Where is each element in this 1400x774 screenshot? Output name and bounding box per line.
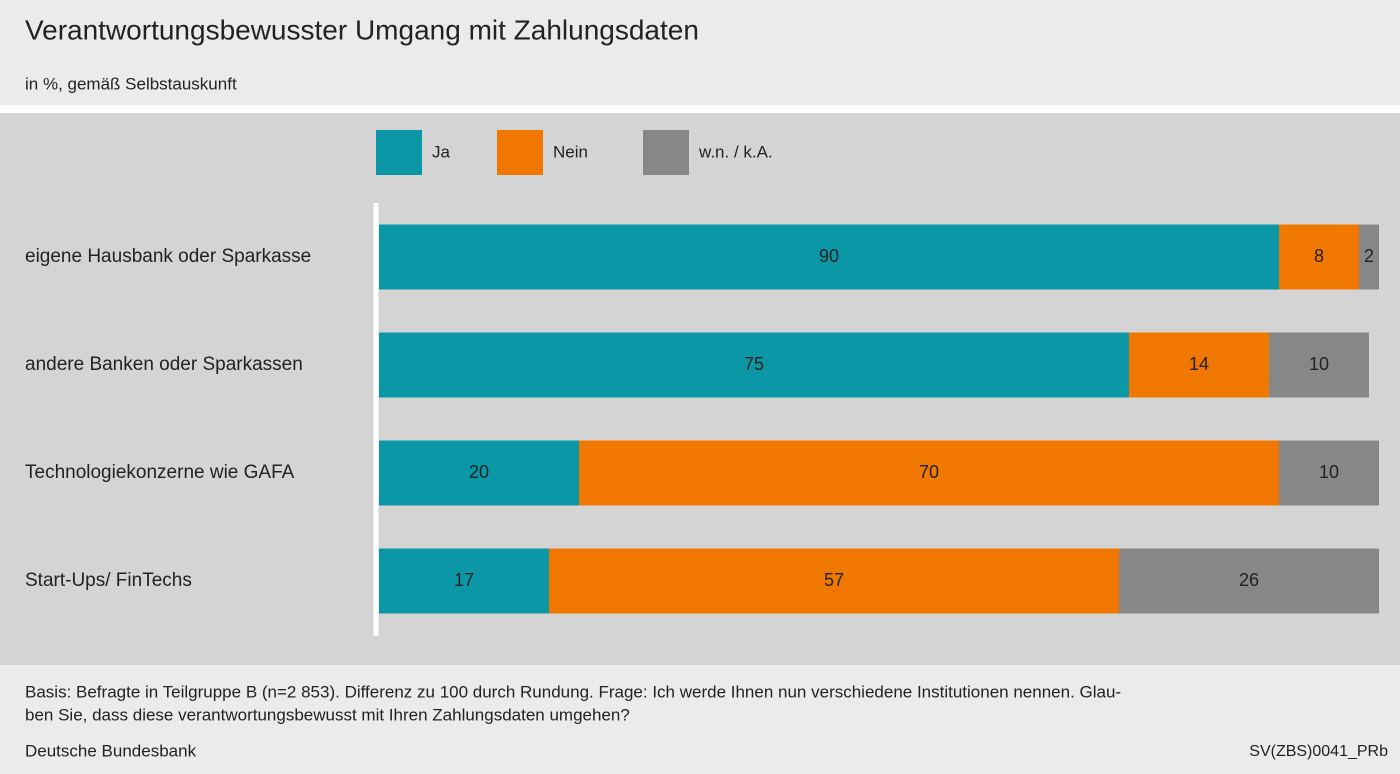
data-label: 17 [454,570,474,590]
data-label: 20 [469,462,489,482]
footer-band [0,665,1400,774]
y-tick-label: Technologiekonzerne wie GAFA [25,462,295,483]
legend-swatch [497,130,543,175]
data-label: 90 [819,246,839,266]
chart-subtitle: in %, gemäß Selbstauskunft [25,74,237,93]
bar-segment [1129,332,1269,398]
bar-segment [379,332,1129,398]
legend-swatch [376,130,422,175]
y-tick-label: eigene Hausbank oder Sparkasse [25,246,311,267]
y-tick-label: andere Banken oder Sparkassen [25,354,303,375]
bar-segment [549,548,1119,614]
bar-segment [579,440,1279,506]
data-label: 2 [1364,246,1374,266]
header-band [0,0,1400,105]
source: Deutsche Bundesbank [25,741,197,760]
footnote: Basis: Befragte in Teilgruppe B (n=2 853… [25,682,1121,701]
chart-title: Verantwortungsbewusster Umgang mit Zahlu… [25,14,699,45]
bar-segment [1359,224,1379,290]
bar-segment [379,224,1279,290]
footnote: ben Sie, dass diese verantwortungsbewuss… [25,705,630,724]
chart-code: SV(ZBS)0041_PRb [1249,743,1388,760]
bar-segment [1279,440,1379,506]
data-label: 26 [1239,570,1259,590]
data-label: 10 [1319,462,1339,482]
legend-swatch [643,130,689,175]
bar-segment [379,548,549,614]
data-label: 70 [919,462,939,482]
bar-segment [1269,332,1369,398]
bar-segment [379,440,579,506]
data-label: 14 [1189,354,1209,374]
legend-label: Nein [553,142,588,161]
bar-segment [1279,224,1359,290]
legend-label: Ja [432,142,451,161]
data-label: 10 [1309,354,1329,374]
data-label: 75 [744,354,764,374]
y-tick-label: Start-Ups/ FinTechs [25,570,192,591]
legend-label: w.n. / k.A. [698,142,773,161]
bar-segment [1119,548,1379,614]
data-label: 57 [824,570,844,590]
data-label: 8 [1314,246,1324,266]
